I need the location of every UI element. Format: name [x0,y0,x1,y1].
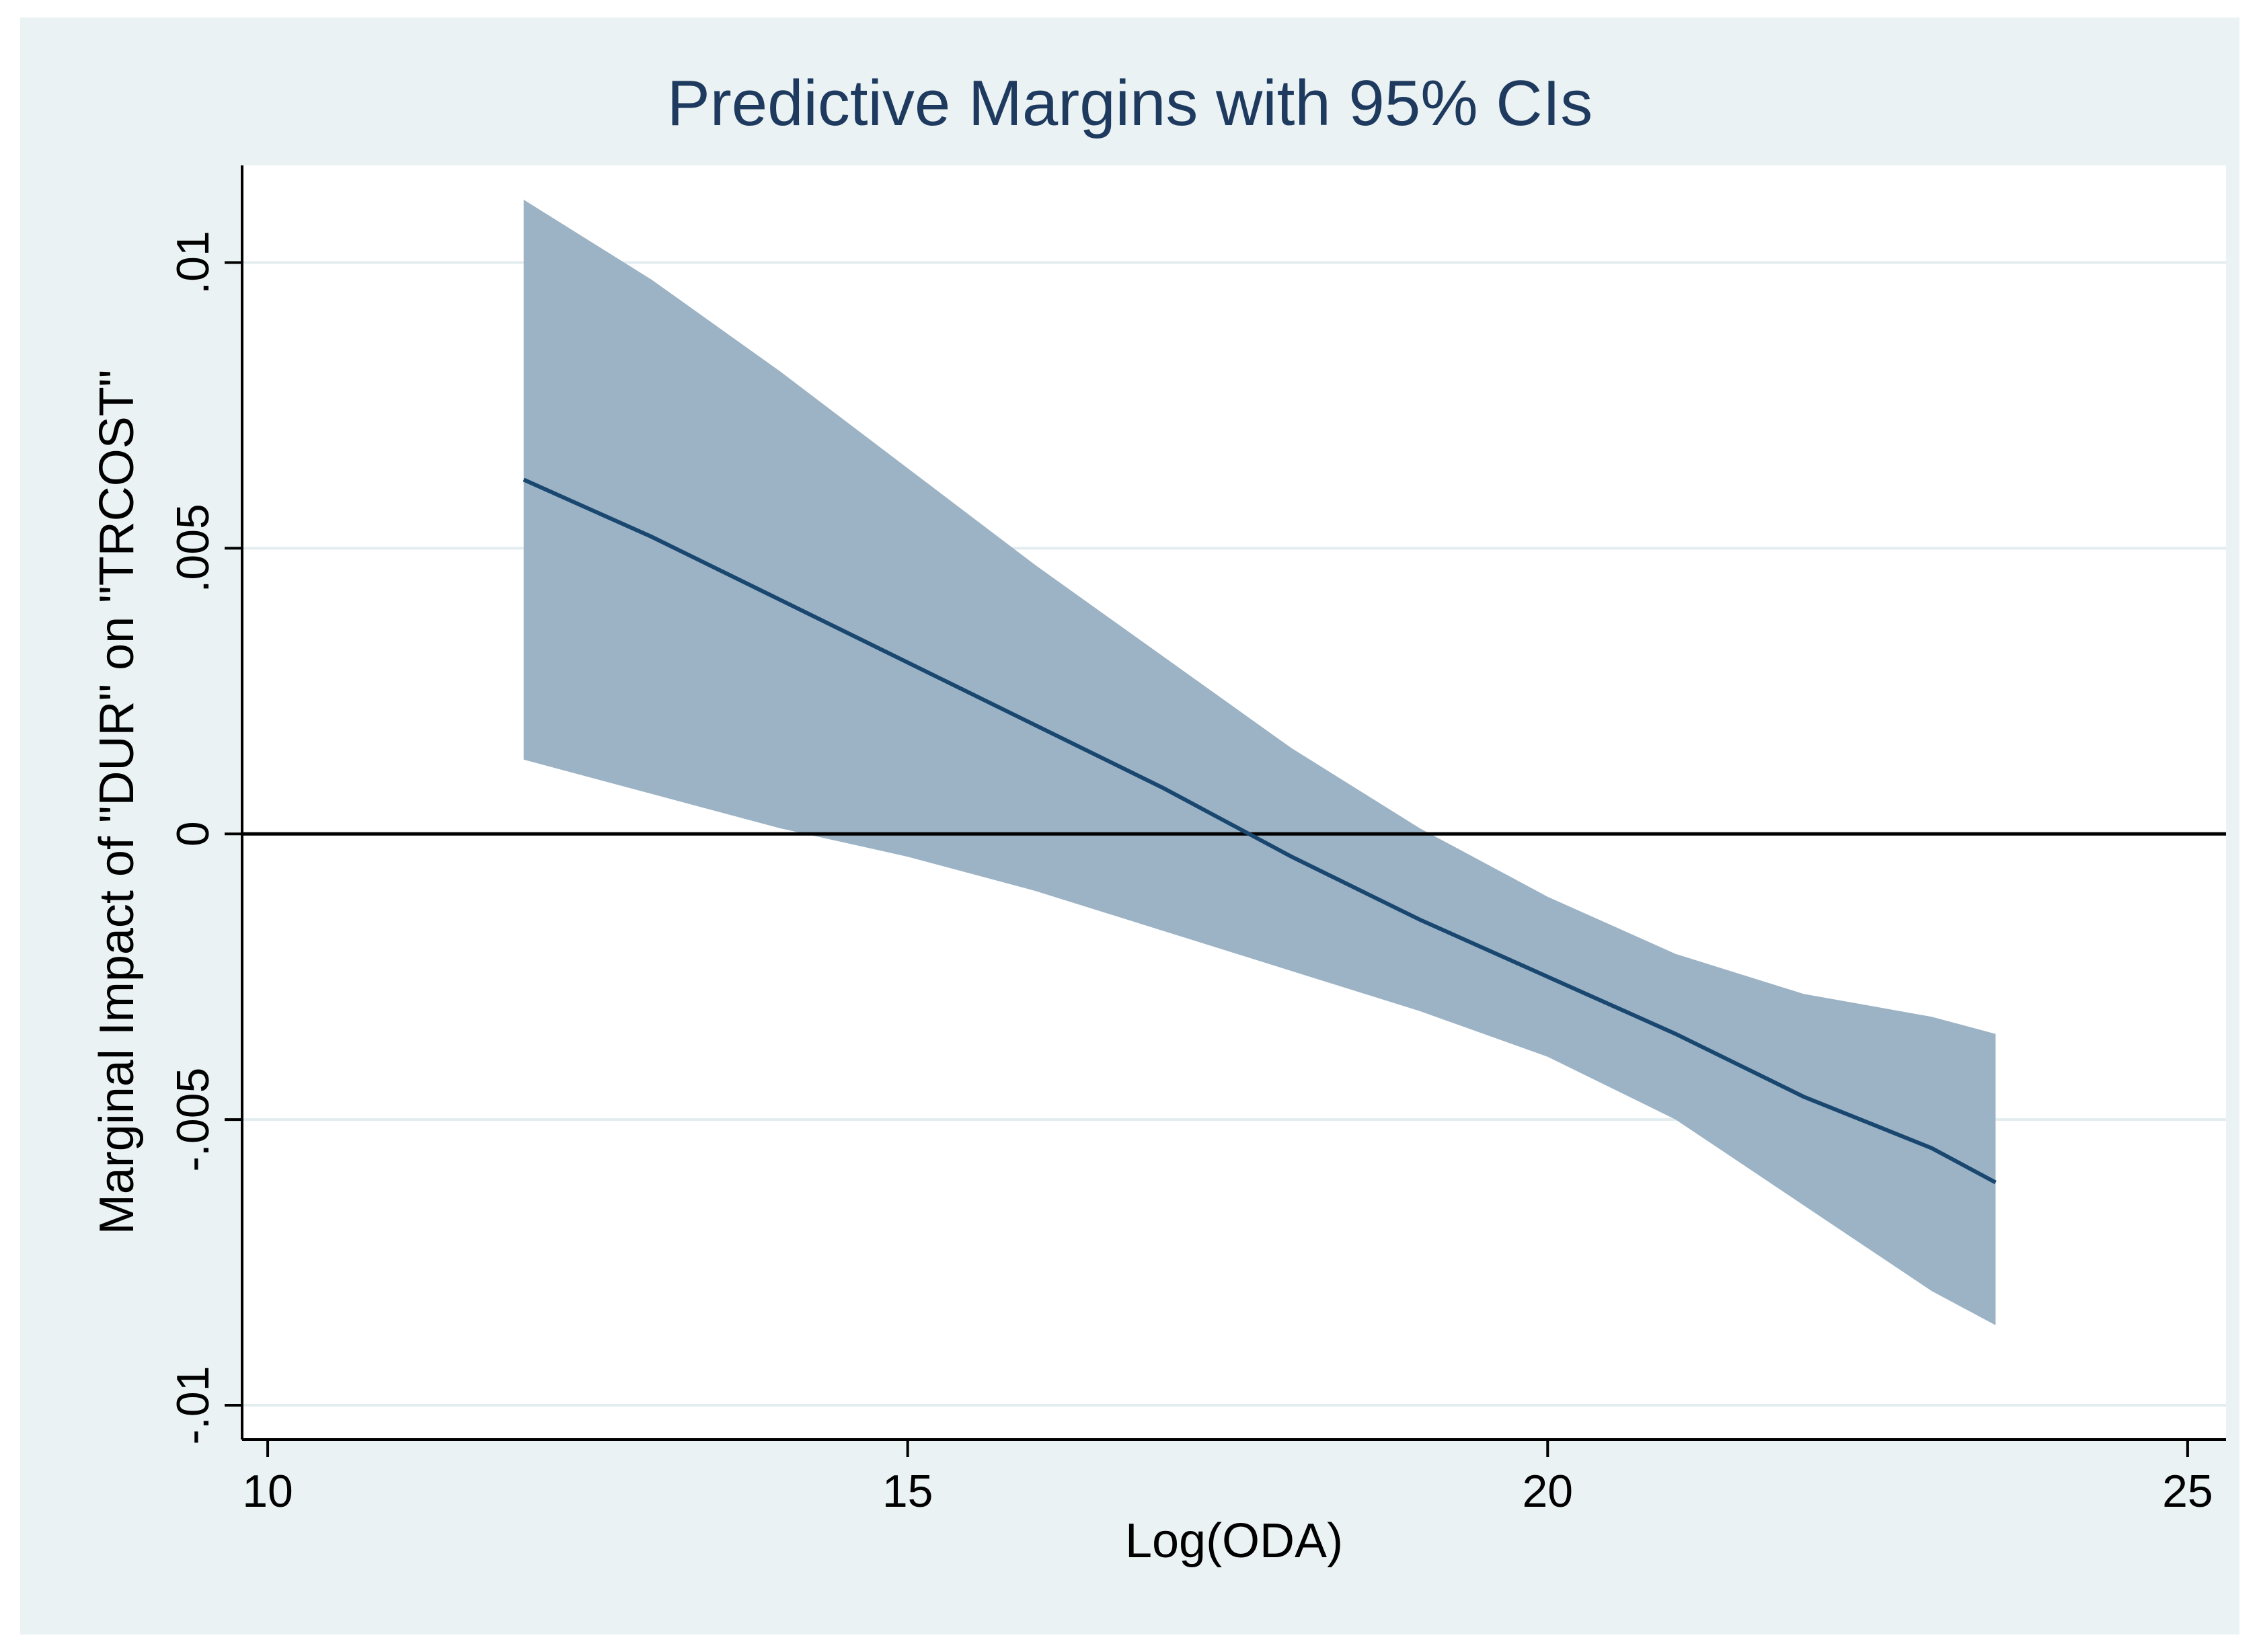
x-tick-label-3: 25 [2162,1466,2213,1517]
y-tick-label-0: -.01 [167,1366,219,1444]
margin-line [523,477,1997,1185]
y-axis-title: Marginal Impact of "DUR" on "TRCOST" [90,370,144,1235]
x-tick-label-1: 15 [882,1466,933,1517]
tick-labels: 10 15 20 25 -.01 -.005 0 .005 .01 [167,231,2213,1517]
x-tick-label-0: 10 [242,1466,293,1517]
chart-title: Predictive Margins with 95% CIs [667,67,1593,139]
y-tick-label-2: 0 [167,821,219,847]
y-tick-label-3: .005 [167,504,219,592]
y-tick-label-4: .01 [167,231,219,294]
y-tick-label-1: -.005 [167,1068,219,1172]
chart: Predictive Margins with 95% CIs 10 15 20 25… [90,67,2226,1568]
chart-frame: Predictive Margins with 95% CIs 10 15 20 25… [20,17,2239,1635]
x-axis-title: Log(ODA) [1125,1514,1343,1568]
axes [241,165,2226,1441]
confidence-band [523,200,1996,1325]
x-tick-label-2: 20 [1522,1466,1573,1517]
